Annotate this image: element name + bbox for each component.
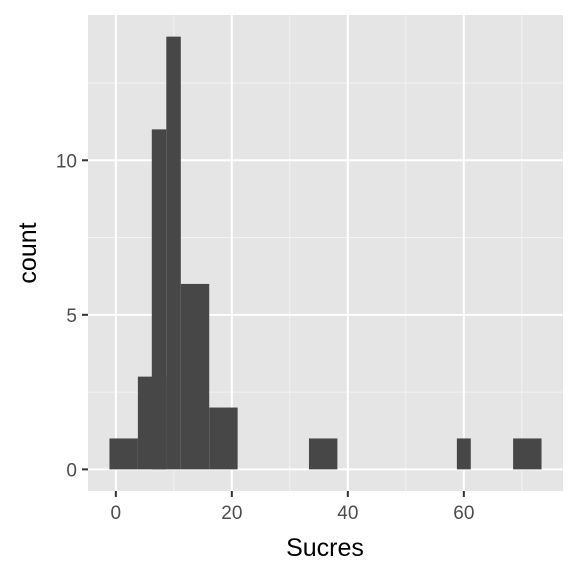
y-tick-label: 5 (66, 306, 77, 327)
histogram-bar (209, 407, 238, 470)
x-tick-label: 20 (221, 503, 242, 524)
x-tick-label: 0 (111, 503, 122, 524)
histogram-bar (180, 283, 210, 470)
x-tick-label: 60 (453, 503, 474, 524)
histogram-bar (456, 438, 471, 470)
histogram-bar (151, 129, 167, 470)
y-axis-ticks: 0 5 10 (56, 151, 88, 481)
histogram-bar (308, 438, 338, 470)
y-axis-title: count (14, 222, 42, 283)
x-axis-ticks: 0 20 40 60 (111, 491, 474, 524)
histogram-bars (109, 36, 542, 470)
major-gridlines (88, 15, 563, 491)
y-tick-label: 10 (56, 151, 77, 172)
y-tick-label: 0 (66, 460, 77, 481)
histogram-bar (109, 438, 138, 470)
histogram-bar (513, 438, 542, 470)
histogram-bar (166, 36, 181, 470)
x-tick-label: 40 (337, 503, 358, 524)
x-axis-title: Sucres (286, 534, 364, 562)
